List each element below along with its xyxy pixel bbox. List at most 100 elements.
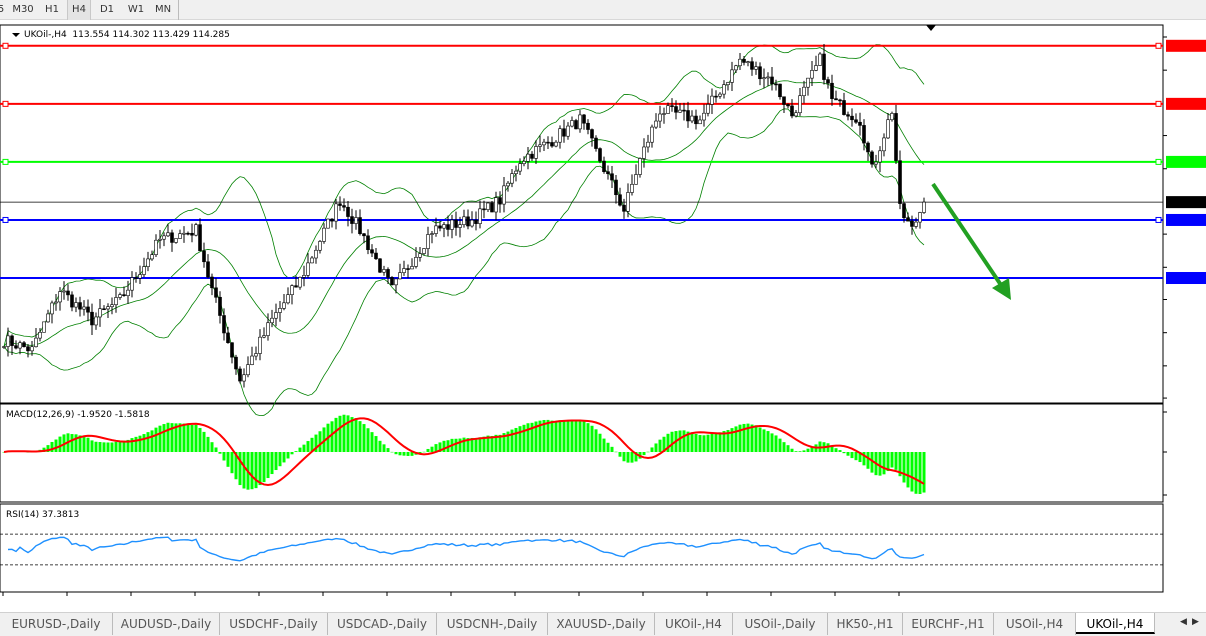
candle [898, 150, 902, 210]
candle-body [790, 105, 794, 117]
candle-body [426, 234, 430, 249]
candle-body [170, 232, 174, 243]
macd-histogram-bar [526, 423, 530, 452]
candle-body [722, 84, 726, 95]
chart-tab[interactable]: USDCHF-,Daily [220, 613, 328, 635]
chart-tab[interactable]: UKOil-,H4 [1076, 613, 1155, 634]
candle [922, 197, 926, 214]
candle-body [50, 302, 54, 315]
main-pane[interactable] [0, 24, 1164, 404]
candle-body [666, 105, 670, 114]
macd-histogram-bar [74, 434, 78, 452]
tf-h1-button[interactable]: H1 [45, 4, 59, 15]
candle [282, 294, 286, 311]
tab-scroll-left-icon[interactable]: ◀ [1180, 617, 1187, 627]
candle [662, 107, 666, 124]
candle-body [222, 315, 226, 334]
candle [578, 110, 582, 133]
chart-tab[interactable]: XAUUSD-,Daily [548, 613, 655, 635]
candle-body [882, 137, 886, 152]
tab-scroll-right-icon[interactable]: ▶ [1192, 617, 1199, 627]
candle [458, 216, 462, 238]
tf-m5-button[interactable]: 5 [0, 4, 5, 15]
macd-histogram-bar [258, 452, 262, 486]
chart-tab[interactable]: EURCHF-,H1 [903, 613, 994, 635]
candle [654, 113, 658, 129]
candle [82, 300, 86, 316]
chart-tab[interactable]: AUDUSD-,Daily [113, 613, 220, 635]
rsi-pane[interactable] [0, 503, 1164, 593]
chart-shift-marker-icon[interactable] [926, 25, 936, 31]
candle [770, 66, 774, 91]
candle [250, 346, 254, 366]
macd-histogram-bar [670, 431, 674, 452]
macd-histogram-bar [514, 427, 518, 452]
macd-histogram-bar [790, 448, 794, 452]
candle-body [890, 113, 894, 121]
macd-pane[interactable] [0, 403, 1164, 503]
candle-body [282, 302, 286, 309]
candle-body [274, 312, 278, 319]
candle [890, 111, 894, 122]
tf-d1-button[interactable]: D1 [99, 4, 115, 15]
candle-body [94, 316, 98, 326]
candle-body [798, 95, 802, 114]
macd-histogram-bar [158, 425, 162, 452]
tf-w1-button[interactable]: W1 [127, 4, 145, 15]
candle [798, 87, 802, 116]
tf-m30-button[interactable]: M30 [12, 4, 34, 15]
candle-body [110, 304, 114, 307]
chart-tab[interactable]: HK50-,H1 [828, 613, 903, 635]
candle [870, 150, 874, 168]
macd-histogram-bar [618, 452, 622, 457]
tf-h4-button[interactable]: H4 [67, 0, 91, 20]
candle [98, 298, 102, 327]
chart-tab[interactable]: EURUSD-,Daily [0, 613, 113, 635]
candle [630, 174, 634, 196]
horizontal-levels[interactable] [0, 39, 1206, 285]
candle-body [830, 82, 834, 99]
chart-window[interactable]: UKOil-,H4 113.554 114.302 113.429 114.28… [0, 20, 1206, 612]
macd-histogram-bar [170, 423, 174, 452]
candle-body [714, 95, 718, 98]
macd-histogram-bar [438, 442, 442, 452]
candle [262, 327, 266, 339]
candle-body [502, 185, 506, 205]
candle [838, 98, 842, 107]
candle-body [494, 197, 498, 213]
candle [318, 240, 322, 254]
level-price-tag [1166, 272, 1206, 285]
candle [174, 238, 178, 244]
dropdown-triangle-icon[interactable] [12, 33, 20, 37]
candle-body [414, 257, 418, 267]
chart-tab[interactable]: UKOil-,H4 [655, 613, 733, 635]
macd-histogram-bar [578, 420, 582, 452]
chart-tab[interactable]: USDCAD-,Daily [328, 613, 437, 635]
candle-body [754, 66, 758, 70]
chart-tab[interactable]: USDCNH-,Daily [437, 613, 548, 635]
candle-body [922, 201, 926, 213]
candle [126, 280, 130, 304]
macd-histogram-bar [854, 452, 858, 461]
macd-histogram-bar [774, 435, 778, 452]
macd-histogram-bar [90, 440, 94, 452]
macd-histogram-bar [914, 452, 918, 494]
candle-body [366, 235, 370, 250]
candle [842, 92, 846, 116]
candle [338, 196, 342, 211]
candle [46, 309, 50, 323]
macd-histogram-bar [370, 432, 374, 452]
candle-body [406, 268, 410, 270]
candle [18, 340, 22, 355]
candle [694, 109, 698, 130]
tf-mn-button[interactable]: MN [154, 4, 172, 15]
candle [66, 284, 70, 301]
candle [818, 52, 822, 66]
candle [606, 165, 610, 180]
level-price-tag [1166, 39, 1206, 52]
candle [194, 222, 198, 237]
macd-histogram-bar [142, 434, 146, 452]
chart-tab[interactable]: USOil-,H4 [994, 613, 1076, 635]
down-arrow-drawing[interactable] [931, 182, 1011, 300]
chart-tab[interactable]: USOil-,Daily [733, 613, 828, 635]
